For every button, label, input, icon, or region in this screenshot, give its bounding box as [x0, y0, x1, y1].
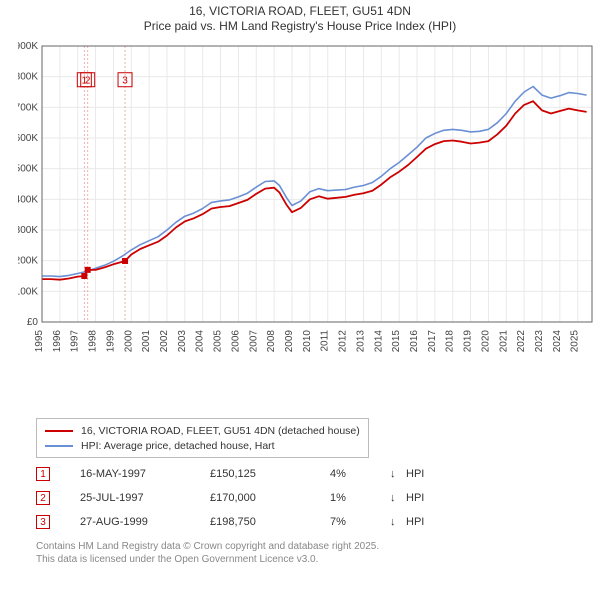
svg-text:2015: 2015 — [391, 330, 402, 353]
svg-text:1999: 1999 — [105, 330, 116, 353]
svg-text:2010: 2010 — [302, 330, 313, 353]
sale-row: 3 27-AUG-1999£198,7507%↓HPI — [36, 510, 446, 534]
svg-text:2000: 2000 — [123, 330, 134, 353]
svg-text:2017: 2017 — [427, 330, 438, 353]
svg-text:1995: 1995 — [34, 330, 45, 353]
down-arrow-icon: ↓ — [390, 516, 406, 528]
sale-vs-label: HPI — [406, 468, 446, 480]
svg-text:2003: 2003 — [177, 330, 188, 353]
legend-item: HPI: Average price, detached house, Hart — [45, 438, 360, 453]
sale-price: £170,000 — [210, 492, 330, 504]
svg-text:2: 2 — [85, 76, 91, 87]
svg-text:2021: 2021 — [498, 330, 509, 353]
legend-label: 16, VICTORIA ROAD, FLEET, GU51 4DN (deta… — [81, 425, 360, 437]
svg-text:£400K: £400K — [18, 194, 38, 205]
svg-text:£800K: £800K — [18, 72, 38, 83]
svg-text:2012: 2012 — [338, 330, 349, 353]
svg-text:2013: 2013 — [355, 330, 366, 353]
svg-text:£300K: £300K — [18, 225, 38, 236]
footer-line1: Contains HM Land Registry data © Crown c… — [36, 540, 379, 553]
legend-label: HPI: Average price, detached house, Hart — [81, 440, 275, 452]
svg-text:2011: 2011 — [320, 330, 331, 352]
svg-text:2005: 2005 — [213, 330, 224, 353]
svg-text:£900K: £900K — [18, 42, 38, 52]
legend: 16, VICTORIA ROAD, FLEET, GU51 4DN (deta… — [36, 418, 369, 458]
svg-text:£600K: £600K — [18, 133, 38, 144]
title-address: 16, VICTORIA ROAD, FLEET, GU51 4DN — [0, 4, 600, 18]
svg-text:3: 3 — [122, 76, 128, 87]
svg-text:2016: 2016 — [409, 330, 420, 353]
svg-text:2014: 2014 — [373, 330, 384, 353]
down-arrow-icon: ↓ — [390, 492, 406, 504]
sale-date: 16-MAY-1997 — [80, 468, 210, 480]
svg-text:2007: 2007 — [248, 330, 259, 353]
svg-text:2023: 2023 — [534, 330, 545, 353]
sale-price: £150,125 — [210, 468, 330, 480]
footer-line2: This data is licensed under the Open Gov… — [36, 553, 379, 566]
sale-vs-label: HPI — [406, 516, 446, 528]
svg-text:2004: 2004 — [195, 330, 206, 353]
svg-text:2019: 2019 — [463, 330, 474, 353]
sale-vs-label: HPI — [406, 492, 446, 504]
svg-text:2018: 2018 — [445, 330, 456, 353]
svg-text:2020: 2020 — [480, 330, 491, 353]
legend-swatch — [45, 430, 73, 432]
price-chart: £0 £100K £200K £300K £400K £500K £600K £700K £80… — [18, 42, 596, 372]
sale-pct: 7% — [330, 516, 390, 528]
legend-item: 16, VICTORIA ROAD, FLEET, GU51 4DN (deta… — [45, 423, 360, 438]
page-container: 16, VICTORIA ROAD, FLEET, GU51 4DN Price… — [0, 0, 600, 590]
svg-text:£100K: £100K — [18, 286, 38, 297]
sale-row: 2 25-JUL-1997£170,0001%↓HPI — [36, 486, 446, 510]
svg-text:2009: 2009 — [284, 330, 295, 353]
sale-marker-badge: 3 — [36, 515, 50, 529]
sale-pct: 1% — [330, 492, 390, 504]
sale-date: 25-JUL-1997 — [80, 492, 210, 504]
sale-row: 1 16-MAY-1997£150,1254%↓HPI — [36, 462, 446, 486]
title-block: 16, VICTORIA ROAD, FLEET, GU51 4DN Price… — [0, 0, 600, 33]
svg-text:1996: 1996 — [52, 330, 63, 353]
sale-marker-badge: 1 — [36, 467, 50, 481]
svg-text:£200K: £200K — [18, 256, 38, 267]
footer-attribution: Contains HM Land Registry data © Crown c… — [36, 540, 379, 566]
svg-text:£500K: £500K — [18, 164, 38, 175]
title-subtitle: Price paid vs. HM Land Registry's House … — [0, 19, 600, 33]
svg-text:2024: 2024 — [552, 330, 563, 353]
sale-price: £198,750 — [210, 516, 330, 528]
sale-marker-badge: 2 — [36, 491, 50, 505]
svg-text:2025: 2025 — [570, 330, 581, 353]
svg-text:£700K: £700K — [18, 102, 38, 113]
svg-text:2022: 2022 — [516, 330, 527, 353]
sales-table: 116-MAY-1997£150,1254%↓HPI225-JUL-1997£1… — [36, 462, 446, 534]
svg-text:2006: 2006 — [230, 330, 241, 353]
svg-text:1997: 1997 — [70, 330, 81, 353]
down-arrow-icon: ↓ — [390, 468, 406, 480]
svg-text:1998: 1998 — [88, 330, 99, 353]
svg-text:2002: 2002 — [159, 330, 170, 353]
sale-date: 27-AUG-1999 — [80, 516, 210, 528]
svg-text:£0: £0 — [27, 317, 39, 328]
svg-text:2008: 2008 — [266, 330, 277, 353]
legend-swatch — [45, 445, 73, 447]
sale-pct: 4% — [330, 468, 390, 480]
svg-text:2001: 2001 — [141, 330, 152, 353]
